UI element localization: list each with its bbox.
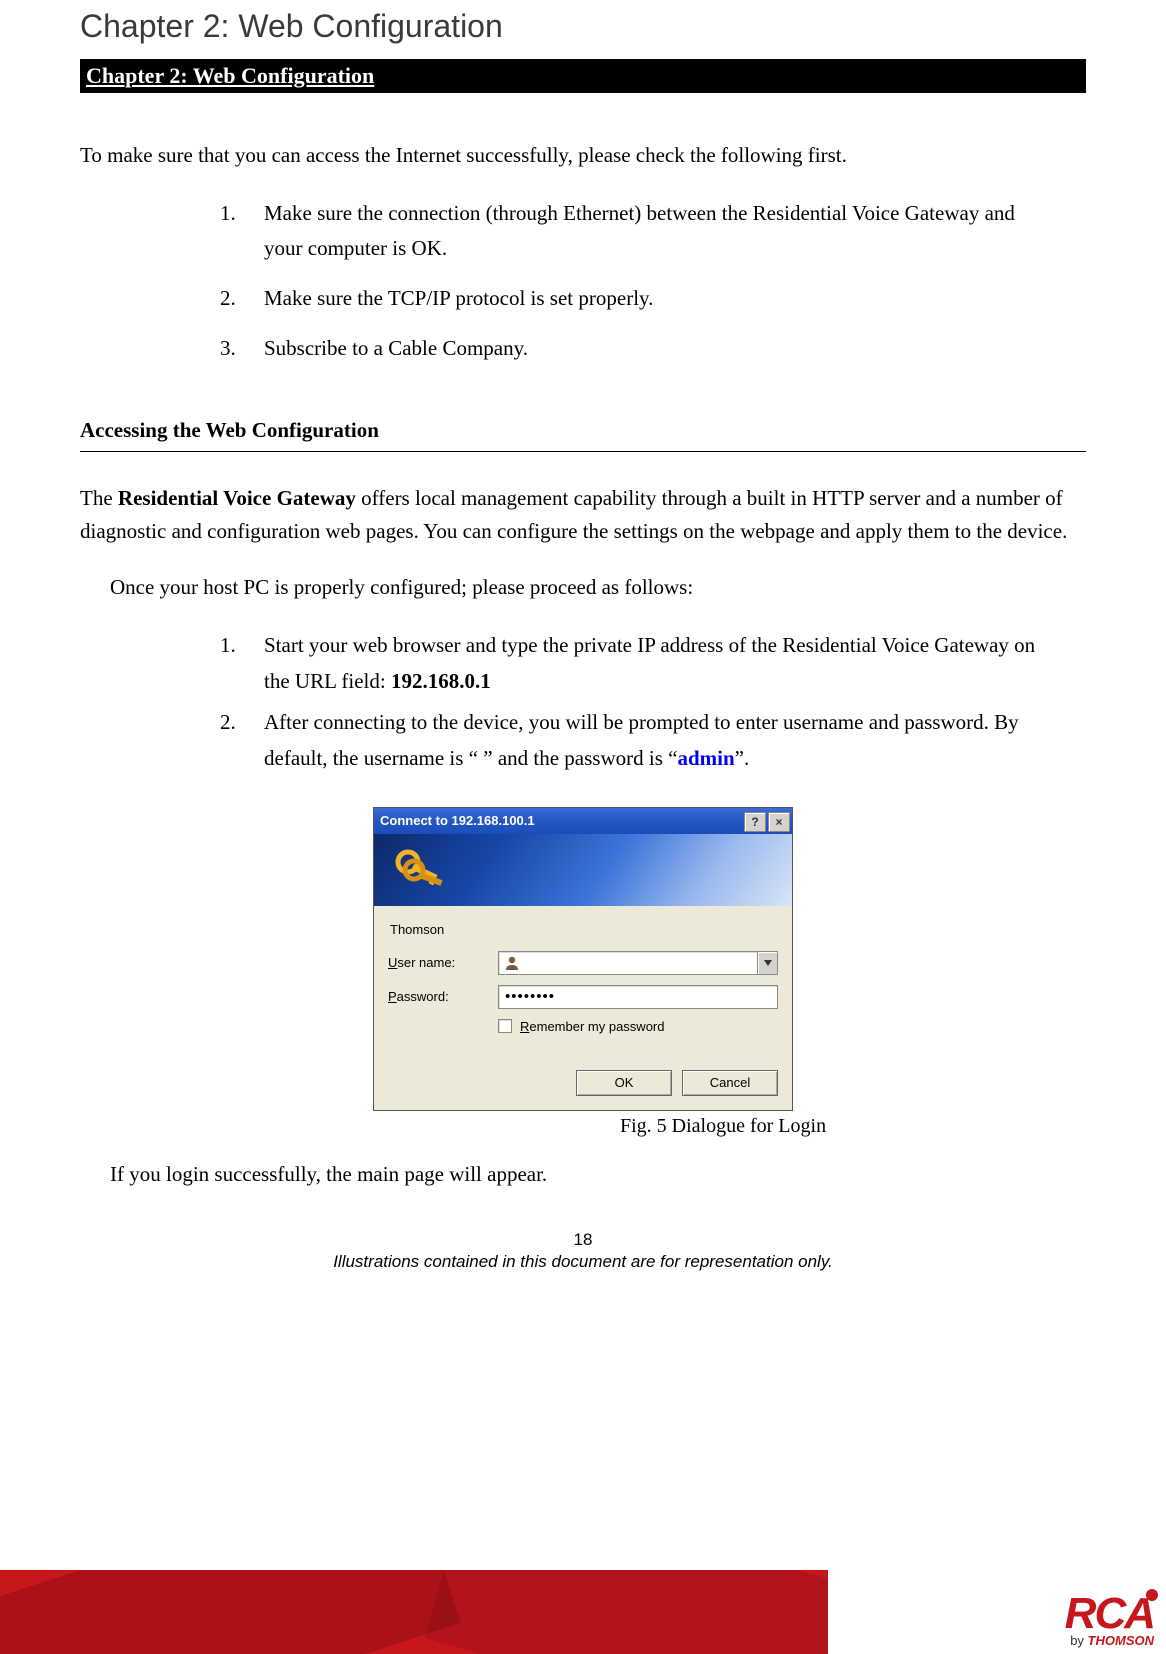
brand-logo-zone: RCA by THOMSON (854, 1589, 1154, 1648)
default-password: admin (677, 746, 734, 770)
login-dialog: Connect to 192.168.100.1 ? × Thomson (373, 807, 793, 1111)
text-fragment: The (80, 486, 118, 510)
auth-realm: Thomson (390, 922, 778, 937)
ip-address: 192.168.0.1 (391, 669, 491, 693)
text-bold-rvg: Residential Voice Gateway (118, 486, 356, 510)
close-button[interactable]: × (768, 812, 790, 832)
username-label: User name: (388, 955, 498, 970)
remember-label: Remember my password (520, 1019, 665, 1034)
list-text: Subscribe to a Cable Company. (264, 331, 1056, 367)
dropdown-arrow-icon[interactable] (757, 952, 777, 974)
list-number: 1. (220, 196, 264, 267)
list-number: 3. (220, 331, 264, 367)
text-fragment: After connecting to the device, you will… (264, 710, 1019, 770)
list-text: Start your web browser and type the priv… (264, 628, 1056, 699)
list-item: 2. Make sure the TCP/IP protocol is set … (220, 281, 1056, 317)
list-number: 1. (220, 628, 264, 699)
footer-red-strip (0, 1570, 828, 1654)
dialog-title: Connect to 192.168.100.1 (380, 813, 535, 828)
keys-icon (392, 846, 448, 894)
text-fragment: ”. (735, 746, 750, 770)
text-fragment: Start your web browser and type the priv… (264, 633, 1035, 693)
checklist-1: 1. Make sure the connection (through Eth… (220, 196, 1056, 367)
section-heading-accessing: Accessing the Web Configuration (80, 418, 1086, 443)
paragraph-proceed: Once your host PC is properly configured… (110, 571, 1086, 604)
help-button[interactable]: ? (744, 812, 766, 832)
list-item: 1. Make sure the connection (through Eth… (220, 196, 1056, 267)
paragraph-success: If you login successfully, the main page… (110, 1158, 1086, 1191)
ok-button[interactable]: OK (576, 1070, 672, 1096)
list-item: 1. Start your web browser and type the p… (220, 628, 1056, 699)
list-item: 3. Subscribe to a Cable Company. (220, 331, 1056, 367)
page-number: 18 (80, 1230, 1086, 1250)
chapter-heading-bar: Chapter 2: Web Configuration (80, 59, 1086, 93)
rca-logo: RCA (1065, 1589, 1154, 1639)
username-combo[interactable] (498, 951, 778, 975)
list-text: Make sure the TCP/IP protocol is set pro… (264, 281, 1056, 317)
list-number: 2. (220, 281, 264, 317)
footer-note: Illustrations contained in this document… (80, 1252, 1086, 1272)
password-label: Password: (388, 989, 498, 1004)
list-item: 2. After connecting to the device, you w… (220, 705, 1056, 776)
footer-bar: RCA by THOMSON (0, 1570, 1166, 1654)
password-input[interactable] (498, 985, 778, 1009)
cancel-button[interactable]: Cancel (682, 1070, 778, 1096)
list-text: After connecting to the device, you will… (264, 705, 1056, 776)
list-number: 2. (220, 705, 264, 776)
section-divider (80, 451, 1086, 452)
paragraph-rvg: The Residential Voice Gateway offers loc… (80, 482, 1086, 547)
steps-list: 1. Start your web browser and type the p… (220, 628, 1056, 777)
dialog-titlebar[interactable]: Connect to 192.168.100.1 ? × (374, 808, 792, 834)
remember-checkbox[interactable] (498, 1019, 512, 1033)
chapter-title: Chapter 2: Web Configuration (80, 8, 1086, 45)
list-text: Make sure the connection (through Ethern… (264, 196, 1056, 267)
intro-paragraph: To make sure that you can access the Int… (80, 139, 1086, 172)
figure-caption: Fig. 5 Dialogue for Login (620, 1115, 1086, 1138)
user-icon (503, 954, 521, 972)
dialog-banner (374, 834, 792, 906)
